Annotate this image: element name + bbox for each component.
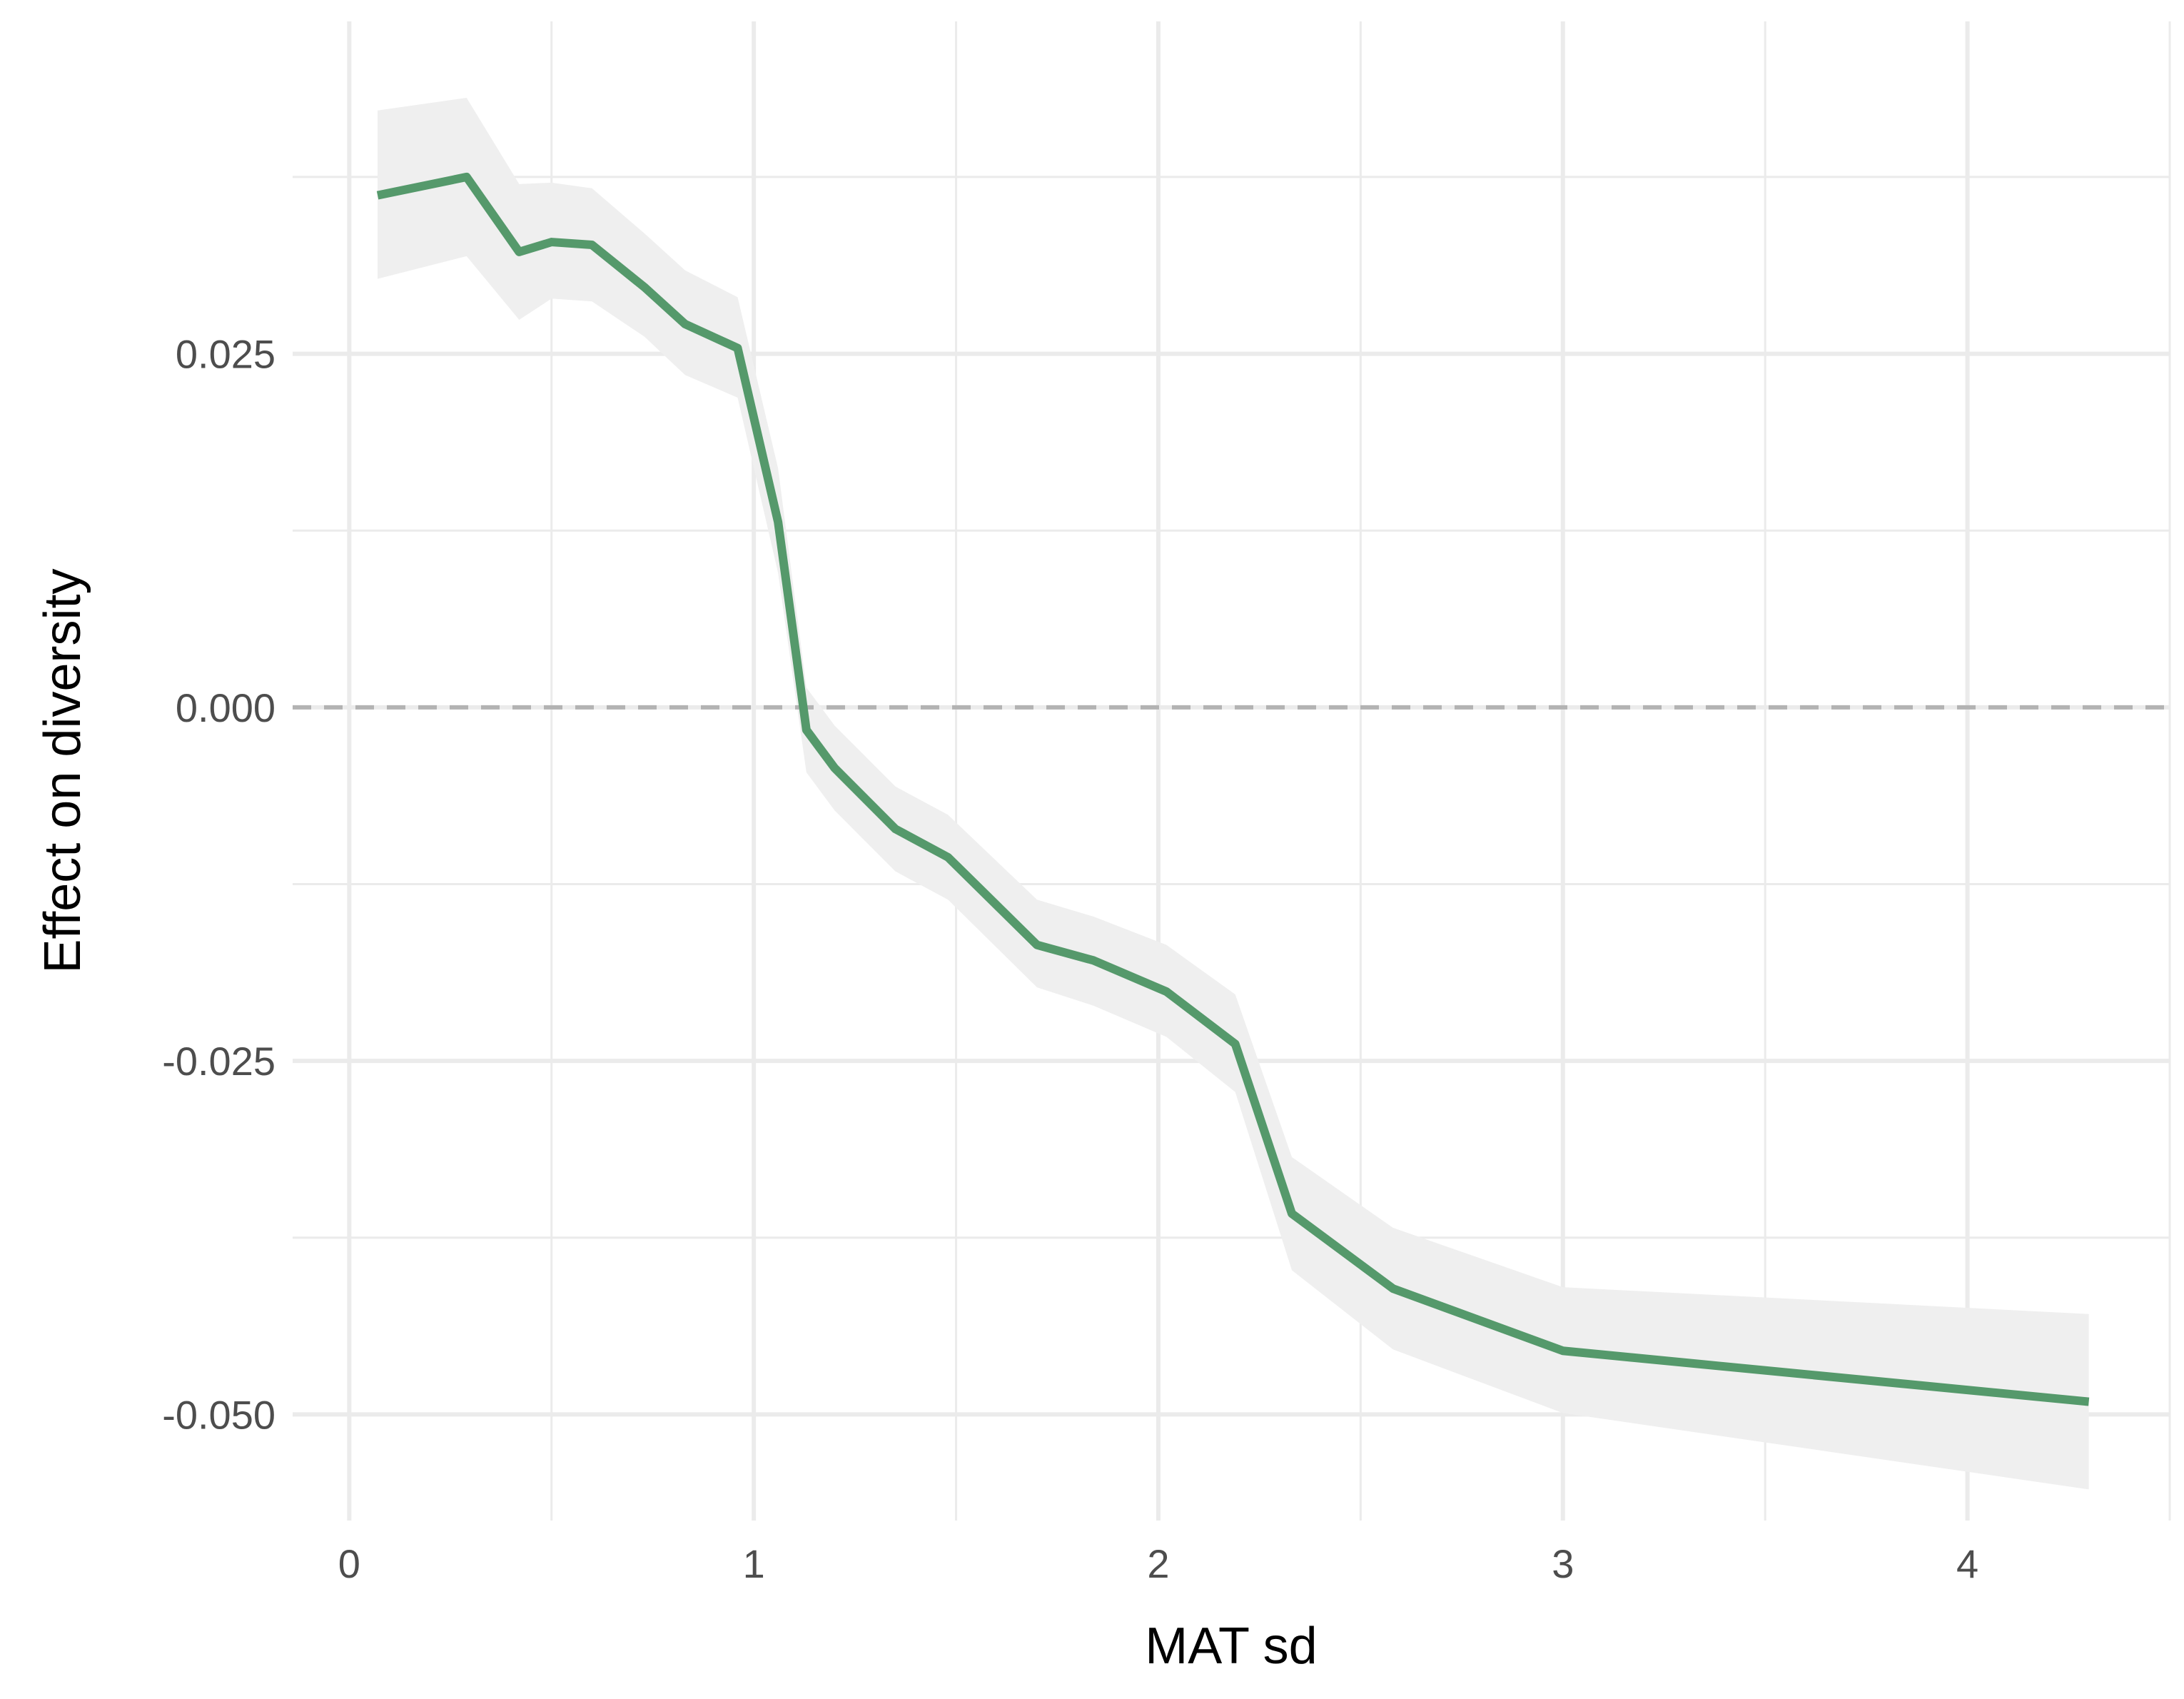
confidence-ribbon — [378, 97, 2089, 1490]
x-tick-label: 1 — [743, 1541, 765, 1586]
y-axis-title: Effect on diversity — [34, 569, 91, 974]
x-tick-label: 2 — [1147, 1541, 1169, 1586]
y-tick-label: 0.000 — [176, 685, 275, 730]
confidence-ribbon-layer — [378, 97, 2089, 1490]
y-tick-label: -0.050 — [162, 1392, 275, 1437]
y-tick-label: -0.025 — [162, 1039, 275, 1084]
series-line-layer — [376, 172, 2090, 1406]
x-axis-title: MAT sd — [1145, 1618, 1317, 1675]
x-tick-label: 3 — [1552, 1541, 1574, 1586]
x-tick-label: 0 — [338, 1541, 360, 1586]
y-tick-label: 0.025 — [176, 332, 275, 377]
y-tick-labels: 0.025 0.000 -0.025 -0.050 — [162, 332, 275, 1438]
series-line — [376, 172, 2090, 1406]
x-tick-labels: 0 1 2 3 4 — [338, 1541, 1978, 1586]
x-tick-label: 4 — [1956, 1541, 1978, 1586]
minor-gridlines — [293, 21, 2171, 1521]
